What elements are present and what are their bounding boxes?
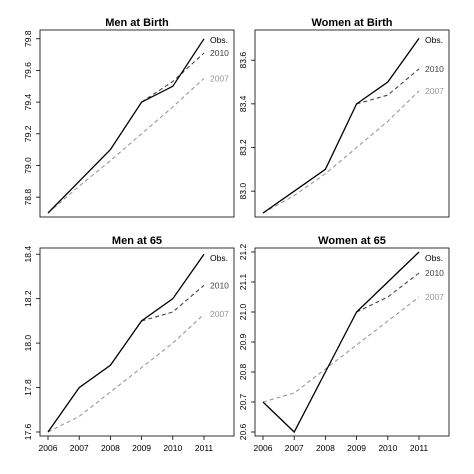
panel-3-series-obs-line	[47, 253, 205, 433]
panel-2-y-tick-label: 83.4	[238, 95, 248, 112]
panel-4-x-tick-label: 2008	[316, 443, 335, 453]
panel-1-title: Men at Birth	[105, 17, 169, 29]
panel-3-y-tick-label: 18.4	[23, 246, 33, 263]
panel-2-series-2007-label: 2007	[425, 86, 444, 96]
panel-3-x-tick-label: 2007	[70, 443, 89, 453]
panel-2-frame	[254, 29, 450, 218]
panel-3-frame	[39, 247, 235, 437]
panel-4-y-tick-label: 20.6	[238, 423, 248, 440]
panel-3-series-2007-label: 2007	[210, 309, 229, 319]
panel-3-series-2010-label: 2010	[210, 280, 229, 290]
panel-3-title: Men at 65	[112, 235, 162, 247]
panel-2-y-tick-label: 83.0	[238, 183, 248, 200]
panel-4-x-tick-label: 2010	[378, 443, 397, 453]
panel-3-x-tick-label: 2011	[195, 443, 214, 453]
panel-4-y-tick-label: 21.1	[238, 273, 248, 290]
panel-4-series-obs-line	[262, 251, 420, 434]
panel-3-y-tick-label: 18.0	[23, 335, 33, 352]
panel-4-title: Women at 65	[318, 235, 386, 247]
panel-1-series-obs-line	[47, 38, 205, 214]
panel-2-y-tick-label: 83.2	[238, 139, 248, 156]
panel-1-series-2007-label: 2007	[210, 73, 229, 83]
panel-4-y-tick-label: 20.8	[238, 363, 248, 380]
panel-2-series-2007-line	[262, 90, 420, 214]
panel-3-y-tick-label: 17.6	[23, 423, 33, 440]
panel-3-x-tick-label: 2008	[101, 443, 120, 453]
panel-3-x-tick-label: 2010	[163, 443, 182, 453]
panel-2-series-obs-line	[262, 38, 420, 214]
panel-4-series-2007-label: 2007	[425, 292, 444, 302]
panel-3-x-tick-label: 2006	[39, 443, 58, 453]
panel-1-series-2007-line	[47, 77, 205, 214]
panel-3-series-obs-label: Obs.	[210, 253, 228, 263]
panel-4-x-tick-label: 2011	[410, 443, 429, 453]
panel-2-series-2010-label: 2010	[425, 64, 444, 74]
panel-4-y-tick-label: 21.2	[238, 243, 248, 260]
panel-3-x-tick-label: 2009	[132, 443, 151, 453]
panel-4-series-2010-line	[356, 272, 420, 313]
panel-1-y-tick-label: 78.8	[23, 189, 33, 206]
panel-3-y-tick-label: 17.8	[23, 379, 33, 396]
panel-1-y-tick-label: 79.4	[23, 94, 33, 111]
panel-1-series-2010-label: 2010	[210, 48, 229, 58]
panel-3-series-2010-line	[141, 284, 205, 322]
panel-1-y-tick-label: 79.2	[23, 125, 33, 142]
panel-2-series-obs-label: Obs.	[425, 35, 443, 45]
panel-1-y-tick-label: 79.6	[23, 62, 33, 79]
panel-3-y-tick-label: 18.2	[23, 290, 33, 307]
panel-4-series-obs-label: Obs.	[425, 253, 443, 263]
panel-4-series-2010-label: 2010	[425, 268, 444, 278]
panel-4-frame	[254, 247, 450, 437]
panel-4-y-tick-label: 21.0	[238, 303, 248, 320]
panel-1-frame	[39, 29, 235, 218]
panel-4-x-tick-label: 2006	[254, 443, 273, 453]
panel-1-series-obs-label: Obs.	[210, 35, 228, 45]
panel-1-series-2010-line	[141, 52, 205, 103]
panel-4-y-tick-label: 20.9	[238, 333, 248, 350]
panel-1-y-tick-label: 79.8	[23, 30, 33, 47]
panel-3-series-2007-line	[47, 313, 205, 433]
panel-2-title: Women at Birth	[311, 17, 392, 29]
panel-2-series-2010-line	[356, 68, 420, 105]
panel-4-y-tick-label: 20.7	[238, 393, 248, 410]
panel-2-y-tick-label: 83.6	[238, 52, 248, 69]
panel-4-x-tick-label: 2007	[285, 443, 304, 453]
panel-1-y-tick-label: 79.0	[23, 157, 33, 174]
panel-4-series-2007-line	[262, 296, 420, 403]
panel-4-x-tick-label: 2009	[347, 443, 366, 453]
